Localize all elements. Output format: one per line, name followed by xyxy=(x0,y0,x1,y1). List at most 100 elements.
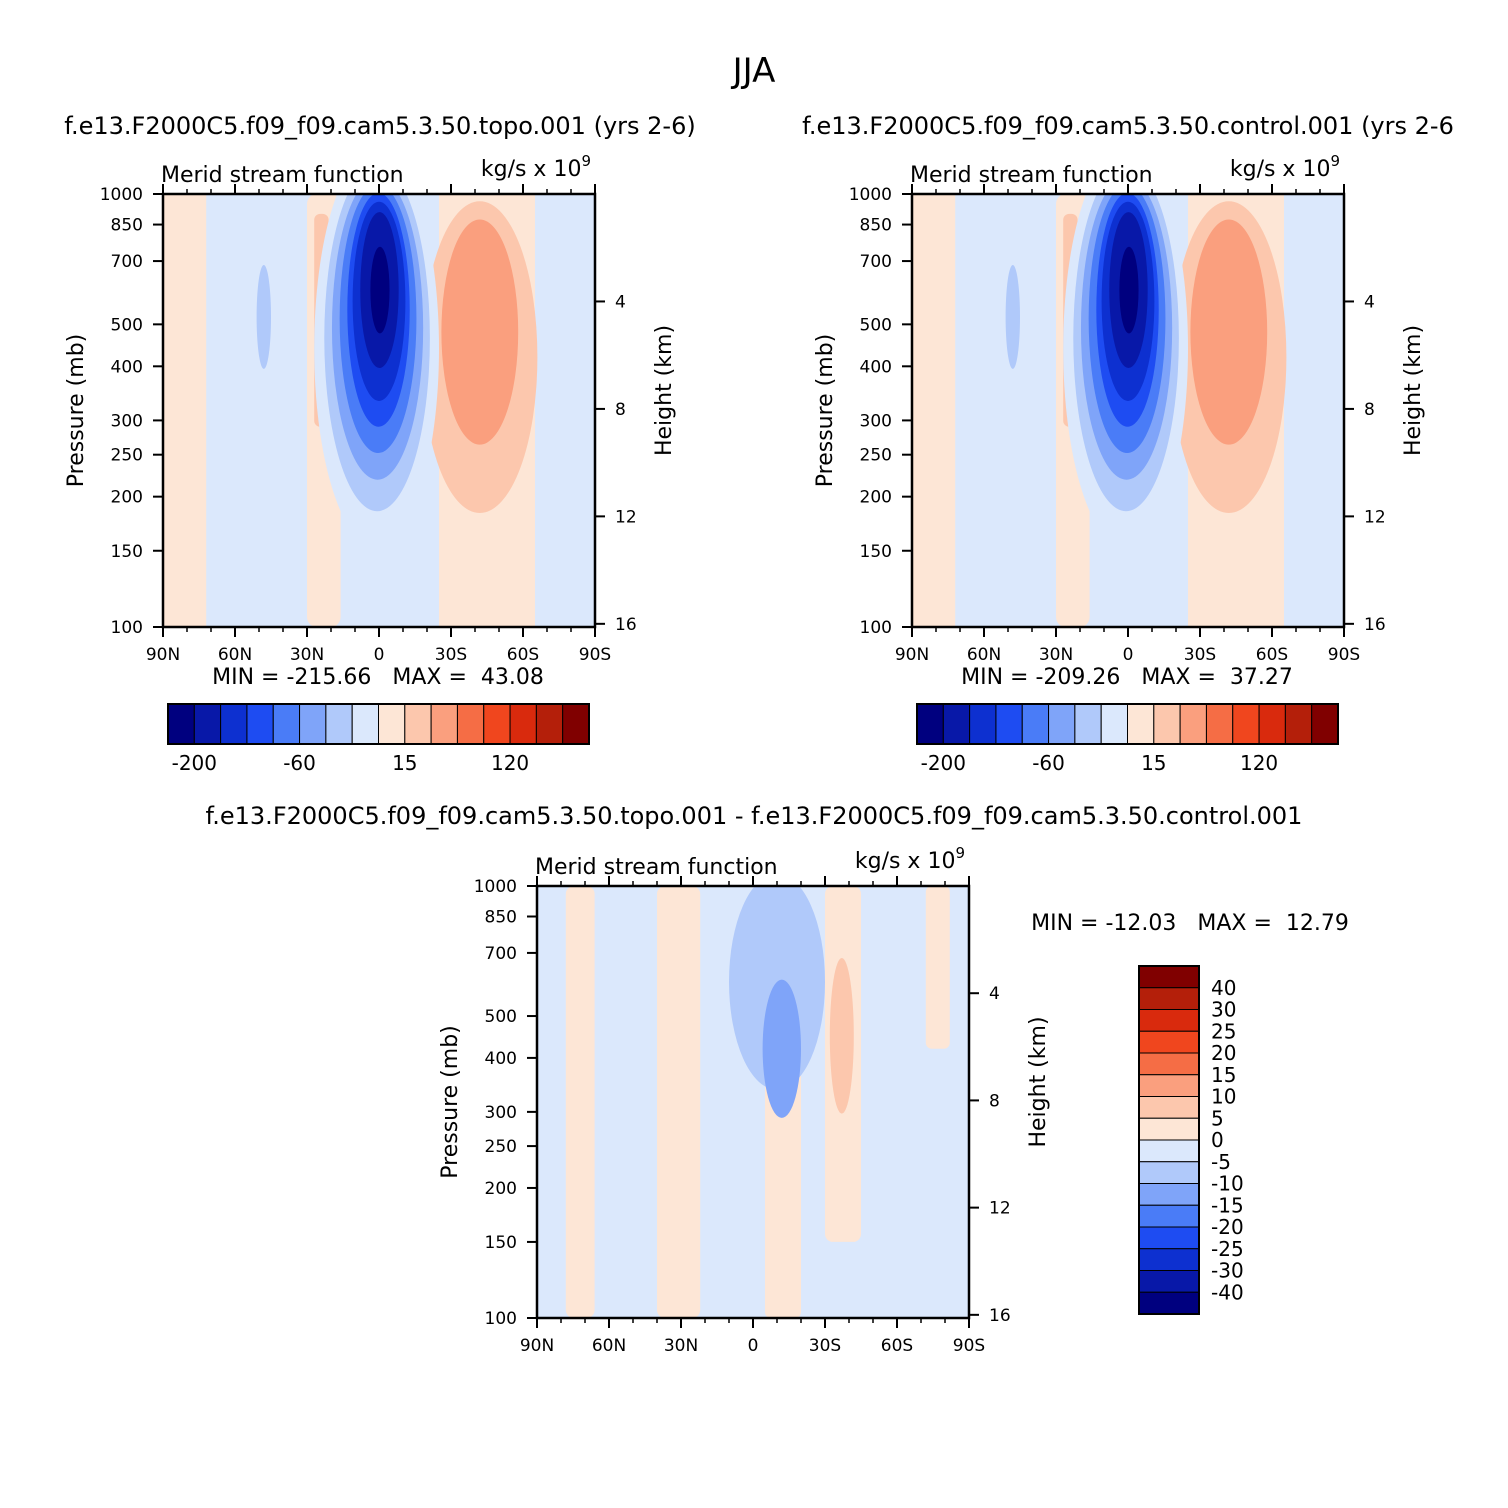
colorbar-box xyxy=(562,703,590,745)
height-tick-label: 4 xyxy=(1364,292,1375,312)
x-tick-label: 90N xyxy=(146,645,180,665)
colorbar-label: 120 xyxy=(1240,751,1278,775)
colorbar-box xyxy=(430,703,458,745)
y-tick-label: 100 xyxy=(485,1309,517,1329)
panel2-field xyxy=(912,194,1344,627)
diff-pos-band-1 xyxy=(565,886,595,1318)
colorbar-frame xyxy=(916,703,1339,745)
height-axis-label: Height (km) xyxy=(1026,1016,1051,1147)
panel1-stats: MIN = -215.66 MAX = 43.08 xyxy=(212,665,544,690)
diff-pos-cell-1 xyxy=(829,958,854,1114)
colorbar-box xyxy=(167,703,195,745)
neg-cell-north xyxy=(1005,265,1020,369)
panel2-case-title: f.e13.F2000C5.f09_f09.cam5.3.50.control.… xyxy=(802,112,1454,140)
colorbar-label: 20 xyxy=(1211,1041,1236,1065)
y-tick-label: 300 xyxy=(485,1103,517,1123)
left-title: Merid stream function xyxy=(161,163,404,188)
colorbar-label: -15 xyxy=(1211,1193,1244,1217)
left-title: Merid stream function xyxy=(910,163,1153,188)
colorbar-box xyxy=(1138,1096,1200,1119)
y-tick-label: 400 xyxy=(485,1049,517,1069)
y-tick-label: 850 xyxy=(860,216,892,236)
colorbar-label: -40 xyxy=(1211,1280,1244,1304)
colorbar-box xyxy=(1138,1204,1200,1228)
hadley-contour-7 xyxy=(1119,246,1139,334)
panel2-plot: 90N 60N 30N 0 30S 60S 90S 100 150 200 250 300 400 500… xyxy=(813,152,1426,665)
colorbar-box xyxy=(535,703,564,745)
height-tick-label: 8 xyxy=(989,1091,1000,1111)
panel3-stats: MIN = -12.03 MAX = 12.79 xyxy=(1031,911,1349,936)
colorbar-box xyxy=(942,703,971,745)
x-tick-label: 0 xyxy=(1123,645,1134,665)
height-tick-label: 12 xyxy=(989,1199,1011,1219)
y-tick-label: 700 xyxy=(485,944,517,964)
height-axis-label: Height (km) xyxy=(652,325,677,456)
colorbar-box xyxy=(272,703,301,745)
colorbar-box xyxy=(1232,703,1260,745)
colorbar-box xyxy=(483,703,511,745)
y-tick-label: 500 xyxy=(485,1007,517,1027)
height-tick-label: 16 xyxy=(615,615,637,635)
x-tick-label: 90N xyxy=(895,645,929,665)
colorbar-box xyxy=(299,703,327,745)
y-tick-label: 500 xyxy=(860,315,892,335)
height-tick-label: 12 xyxy=(615,507,637,527)
x-tick-label: 30N xyxy=(664,1336,698,1356)
colorbar-box xyxy=(1138,1030,1200,1054)
colorbar-box xyxy=(1284,703,1313,745)
colorbar-label: 15 xyxy=(1141,751,1166,775)
y-tick-label: 150 xyxy=(485,1233,517,1253)
colorbar-label: 10 xyxy=(1211,1085,1236,1109)
y-tick-label: 500 xyxy=(111,315,143,335)
hadley-contour-7 xyxy=(370,246,390,334)
colorbar-box xyxy=(1205,703,1234,745)
x-tick-label: 30N xyxy=(290,645,324,665)
colorbar-frame xyxy=(167,703,590,745)
x-tick-label: 60S xyxy=(507,645,539,665)
colorbar-label: 15 xyxy=(392,751,417,775)
x-tick-label: 30S xyxy=(1184,645,1216,665)
panel1-colorbar: -200 -60 15 120 xyxy=(167,703,590,775)
units-exponent: 9 xyxy=(581,152,591,170)
height-axis-label: Height (km) xyxy=(1401,325,1426,456)
neg-cell-north xyxy=(256,265,271,369)
colorbar-box xyxy=(1179,703,1207,745)
x-tick-label: 90S xyxy=(1328,645,1360,665)
colorbar-box xyxy=(1138,987,1200,1010)
colorbar-box xyxy=(378,703,406,745)
colorbar-box xyxy=(1258,703,1286,745)
y-tick-label: 700 xyxy=(860,252,892,272)
x-tick-label: 60N xyxy=(967,645,1001,665)
colorbar-box xyxy=(1138,1117,1200,1141)
panel2-stats: MIN = -209.26 MAX = 37.27 xyxy=(961,665,1293,690)
y-tick-label: 200 xyxy=(860,488,892,508)
colorbar-box xyxy=(351,703,379,745)
colorbar-label: -30 xyxy=(1211,1259,1244,1283)
x-tick-label: 60S xyxy=(1256,645,1288,665)
colorbar-box xyxy=(1138,1009,1200,1032)
neg-band-farsouth xyxy=(1296,194,1344,627)
x-tick-label: 0 xyxy=(748,1336,759,1356)
colorbar-label: 5 xyxy=(1211,1106,1224,1130)
colorbar-box xyxy=(1138,1291,1200,1315)
units-label: kg/s x 109 xyxy=(1230,152,1340,182)
colorbar-box xyxy=(404,703,432,745)
x-tick-label: 90S xyxy=(953,1336,985,1356)
pos-cell-south-2 xyxy=(441,219,519,445)
y-axis-label: Pressure (mb) xyxy=(64,334,89,488)
colorbar-label: -200 xyxy=(172,751,217,775)
colorbar-label: 0 xyxy=(1211,1128,1224,1152)
y-tick-label: 1000 xyxy=(100,185,143,205)
y-tick-label: 200 xyxy=(111,488,143,508)
colorbar-label: -200 xyxy=(921,751,966,775)
pos-band-north xyxy=(163,194,207,627)
units-label: kg/s x 109 xyxy=(855,844,965,874)
panel1-case-title: f.e13.F2000C5.f09_f09.cam5.3.50.topo.001… xyxy=(64,112,695,140)
y-tick-label: 150 xyxy=(860,542,892,562)
colorbar-box xyxy=(193,703,222,745)
x-tick-label: 30S xyxy=(809,1336,841,1356)
height-tick-label: 16 xyxy=(1364,615,1386,635)
colorbar-label: 30 xyxy=(1211,998,1236,1022)
colorbar-box xyxy=(1138,1226,1200,1250)
